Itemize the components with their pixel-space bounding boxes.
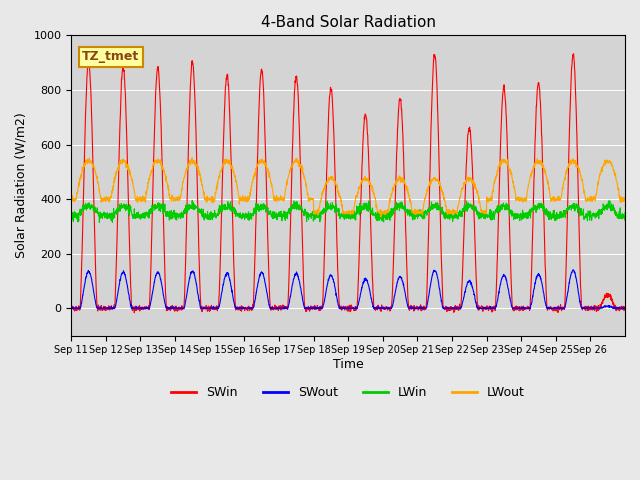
SWout — [70, 305, 78, 311]
LWout — [515, 198, 523, 204]
Line: SWout: SWout — [71, 270, 625, 308]
SWin — [67, 305, 75, 311]
LWin — [243, 215, 250, 220]
SWin — [614, 306, 621, 312]
Line: SWin: SWin — [71, 54, 625, 313]
Y-axis label: Solar Radiation (W/m2): Solar Radiation (W/m2) — [15, 113, 28, 258]
LWin — [547, 213, 554, 218]
SWin — [381, 305, 389, 311]
LWin — [67, 211, 75, 217]
LWin — [382, 211, 390, 216]
SWout — [569, 267, 577, 273]
SWin — [123, 129, 131, 135]
LWin — [614, 212, 621, 217]
X-axis label: Time: Time — [333, 358, 364, 371]
SWout — [123, 280, 131, 286]
LWout — [243, 199, 250, 205]
LWout — [547, 196, 554, 202]
Text: TZ_tmet: TZ_tmet — [83, 50, 140, 63]
Line: LWout: LWout — [71, 158, 625, 217]
LWout — [123, 161, 131, 167]
LWin — [109, 219, 116, 225]
LWin — [621, 210, 629, 216]
SWin — [515, 304, 523, 310]
LWout — [382, 211, 390, 217]
SWout — [547, 305, 554, 311]
SWin — [547, 304, 554, 310]
SWin — [570, 51, 577, 57]
SWout — [621, 305, 629, 311]
LWout — [614, 182, 621, 188]
SWout — [515, 305, 523, 311]
Title: 4-Band Solar Radiation: 4-Band Solar Radiation — [260, 15, 436, 30]
SWout — [243, 305, 250, 311]
LWout — [377, 214, 385, 220]
Line: LWin: LWin — [71, 201, 625, 222]
SWout — [614, 305, 621, 311]
LWout — [621, 194, 629, 200]
LWin — [515, 213, 523, 219]
Legend: SWin, SWout, LWin, LWout: SWin, SWout, LWin, LWout — [166, 382, 530, 405]
LWin — [123, 206, 131, 212]
LWout — [67, 197, 75, 203]
SWout — [381, 305, 389, 311]
LWin — [188, 198, 196, 204]
SWin — [131, 310, 138, 316]
SWin — [621, 305, 629, 311]
SWout — [67, 304, 75, 310]
LWout — [188, 155, 196, 161]
SWin — [243, 306, 250, 312]
